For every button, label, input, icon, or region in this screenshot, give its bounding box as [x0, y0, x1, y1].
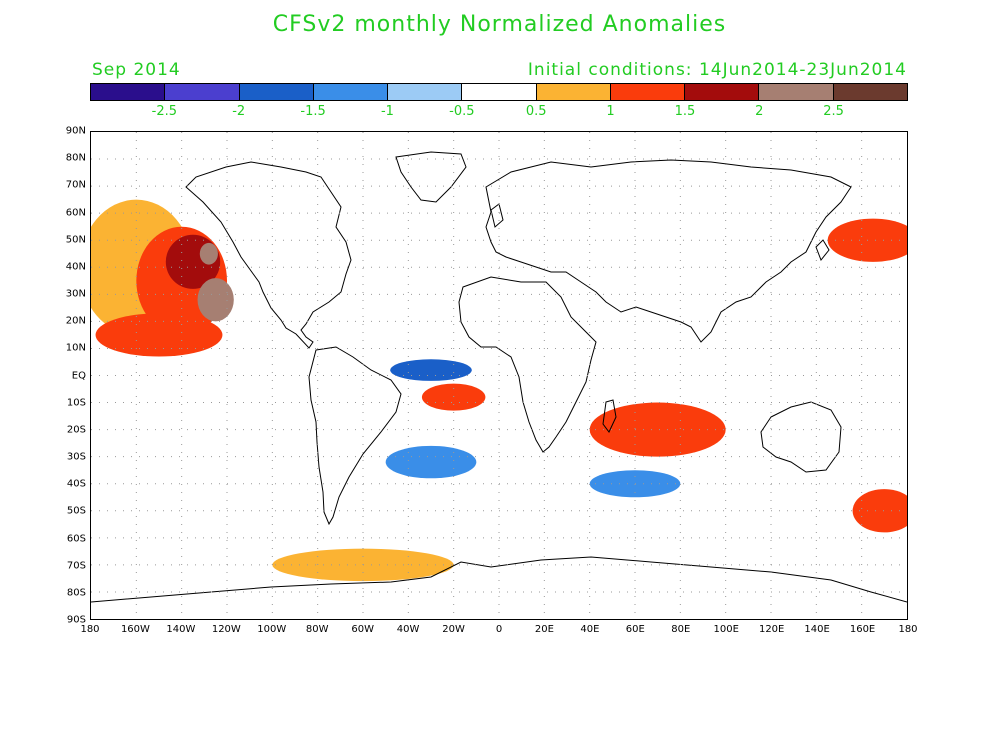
latitude-label: 90N	[65, 125, 86, 137]
colorbar-label: -2	[232, 104, 246, 119]
colorbar-label: 2.5	[823, 104, 844, 119]
colorbar-swatch	[833, 84, 907, 100]
colorbar-swatch	[462, 84, 537, 100]
graticule	[91, 132, 907, 619]
latitude-label: 60N	[65, 207, 86, 218]
colorbar	[90, 83, 908, 101]
longitude-label: 160E	[849, 624, 876, 635]
latitude-label: 70N	[65, 179, 86, 191]
colorbar-swatch	[536, 84, 611, 100]
anomaly-region	[199, 242, 218, 265]
longitude-label: 140W	[166, 624, 196, 635]
latitude-label: 90S	[66, 614, 86, 626]
longitude-label: 180	[80, 624, 100, 635]
colorbar-swatch	[610, 84, 686, 100]
longitude-label: 120W	[211, 624, 241, 635]
coastlines	[91, 151, 907, 603]
colorbar-swatch	[91, 84, 166, 100]
latitude-label: 50N	[65, 234, 86, 246]
colorbar-swatch	[685, 84, 760, 100]
latitude-label: 80S	[66, 587, 86, 599]
latitude-label: EQ	[71, 370, 86, 381]
anomaly-region	[95, 313, 223, 357]
colorbar-labels: -2.5 -2 -1.5 -1 -0.5 0.5 1 1.5 2 2.5	[90, 104, 908, 120]
latitude-label: 70S	[66, 560, 86, 572]
longitude-label: 20W	[442, 624, 465, 635]
longitude-label: 160W	[120, 624, 150, 635]
latitude-label: 10S	[66, 397, 86, 409]
latitude-label: 10N	[65, 342, 86, 354]
anomaly-region	[589, 402, 726, 457]
longitude-label: 140E	[804, 624, 830, 635]
latitude-label: 20S	[66, 424, 86, 436]
greenland-outline	[395, 151, 467, 203]
madagascar-outline	[602, 399, 617, 433]
japan-outline	[815, 239, 830, 261]
colorbar-label: -1.5	[300, 104, 326, 119]
africa-outline	[458, 276, 597, 453]
world-map	[90, 131, 908, 620]
longitude-label: 40E	[580, 624, 600, 635]
longitude-label: 80E	[671, 624, 691, 635]
longitude-label: 20E	[534, 624, 554, 635]
colorbar-label: 1	[606, 104, 615, 119]
longitude-label: 40W	[396, 624, 420, 635]
anomaly-region	[197, 278, 234, 322]
latitude-label: 80N	[65, 152, 86, 164]
longitude-label: 100W	[257, 624, 287, 635]
longitude-label: 60E	[625, 624, 645, 635]
longitude-label: 180	[898, 624, 918, 635]
longitude-label: 100E	[713, 624, 739, 635]
latitude-label: 40S	[66, 478, 86, 490]
south-america-outline	[308, 346, 402, 526]
colorbar-label: -0.5	[449, 104, 475, 119]
eurasia-outline	[485, 159, 852, 343]
north-america-outline	[185, 161, 352, 349]
forecast-month: Sep 2014	[92, 60, 181, 80]
anomaly-region	[385, 445, 477, 479]
anomaly-region	[390, 359, 472, 381]
colorbar-swatch	[313, 84, 389, 100]
colorbar-swatch	[759, 84, 834, 100]
colorbar-label: 2	[755, 104, 764, 119]
colorbar-label: 0.5	[525, 104, 547, 119]
latitude-label: 50S	[66, 505, 86, 517]
longitude-label: 80W	[305, 624, 329, 635]
colorbar-swatch	[388, 84, 463, 100]
anomaly-map-svg	[91, 132, 907, 619]
longitude-label: 120E	[758, 624, 785, 635]
colorbar-label: 1.5	[674, 104, 696, 119]
latitude-label: 30N	[65, 288, 86, 300]
anomaly-region	[421, 383, 486, 411]
colorbar-label: -2.5	[151, 104, 178, 119]
anomaly-region	[852, 489, 907, 533]
latitude-label: 30S	[66, 451, 86, 463]
latitude-label: 60S	[66, 533, 86, 544]
colorbar-swatch	[165, 84, 240, 100]
colorbar-swatch	[239, 84, 314, 100]
longitude-label: 0	[495, 624, 503, 635]
anomaly-fields	[91, 199, 907, 582]
britain-outline	[490, 203, 504, 228]
colorbar-label: -1	[380, 104, 394, 119]
latitude-label: 20N	[65, 315, 86, 327]
antarctica-outline	[91, 556, 907, 603]
australia-outline	[760, 401, 842, 473]
map-title: CFSv2 monthly Normalized Anomalies	[272, 12, 727, 37]
longitude-label: 60W	[351, 624, 374, 635]
initial-conditions: Initial conditions: 14Jun2014-23Jun2014	[527, 60, 907, 80]
latitude-label: 40N	[65, 261, 86, 273]
